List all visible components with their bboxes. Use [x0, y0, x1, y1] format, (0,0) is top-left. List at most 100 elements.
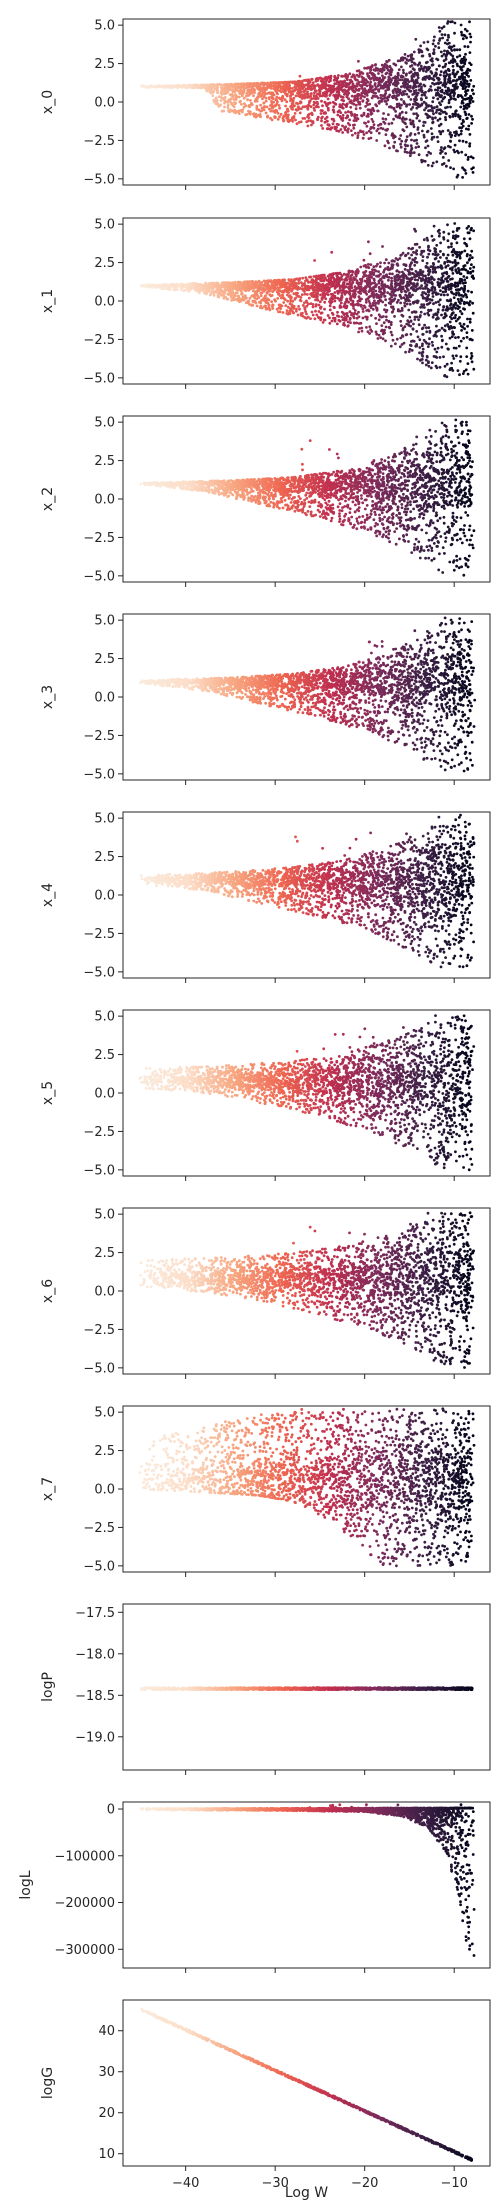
- data-point: [327, 277, 331, 281]
- data-point: [368, 270, 372, 274]
- data-point: [425, 75, 429, 78]
- data-point: [344, 85, 348, 89]
- data-point: [443, 78, 447, 81]
- data-point: [450, 250, 454, 254]
- data-point: [260, 306, 264, 310]
- data-point: [440, 334, 443, 338]
- data-point: [357, 75, 361, 78]
- data-point: [255, 85, 259, 88]
- data-point: [448, 92, 452, 96]
- data-point: [439, 151, 442, 155]
- data-point: [413, 133, 417, 136]
- data-point: [337, 89, 340, 93]
- data-point: [449, 166, 452, 170]
- data-point: [348, 292, 351, 296]
- data-point: [210, 290, 214, 293]
- data-point: [244, 289, 248, 292]
- data-point: [437, 82, 440, 86]
- data-point: [469, 35, 473, 39]
- data-point: [339, 128, 343, 131]
- data-point: [390, 306, 394, 309]
- data-point: [384, 81, 388, 85]
- data-point: [291, 119, 295, 123]
- data-point: [468, 32, 472, 36]
- data-point: [459, 60, 463, 63]
- data-point: [291, 99, 295, 103]
- data-point: [223, 101, 226, 105]
- data-point: [336, 96, 339, 100]
- data-point: [367, 282, 371, 286]
- data-point: [451, 272, 455, 275]
- data-point: [408, 347, 412, 351]
- data-point: [328, 316, 331, 320]
- data-point: [400, 290, 403, 294]
- data-point: [307, 281, 310, 284]
- data-point: [462, 336, 465, 340]
- data-point: [424, 363, 428, 367]
- data-point: [245, 92, 249, 95]
- data-point: [453, 283, 457, 287]
- data-point: [441, 97, 445, 101]
- data-point: [455, 175, 459, 179]
- data-point: [220, 86, 223, 89]
- data-point: [438, 365, 442, 369]
- data-point: [435, 313, 439, 317]
- data-point: [404, 285, 408, 288]
- data-point: [211, 94, 215, 97]
- data-point: [328, 304, 332, 308]
- data-point: [451, 253, 455, 257]
- data-point: [384, 133, 388, 137]
- data-point: [434, 111, 438, 114]
- data-point: [354, 287, 358, 291]
- data-point: [377, 318, 381, 322]
- data-point: [338, 105, 342, 109]
- data-point: [470, 167, 474, 171]
- data-point: [421, 295, 425, 299]
- data-point: [324, 80, 328, 83]
- data-point: [295, 122, 299, 126]
- data-point: [432, 39, 436, 42]
- data-point: [465, 335, 469, 339]
- data-point: [358, 288, 362, 292]
- data-point: [462, 120, 465, 124]
- data-point: [350, 80, 354, 84]
- data-point: [225, 289, 228, 292]
- data-point: [355, 279, 359, 283]
- data-point: [438, 29, 442, 33]
- data-point: [468, 317, 472, 321]
- data-point: [361, 99, 365, 103]
- data-point: [470, 354, 474, 358]
- data-point: [428, 337, 431, 341]
- data-point: [456, 64, 459, 68]
- data-point: [374, 289, 378, 293]
- data-point: [338, 115, 342, 118]
- data-point: [331, 122, 335, 126]
- data-point: [431, 265, 435, 269]
- data-point: [408, 103, 411, 106]
- data-point: [394, 283, 397, 287]
- data-point: [404, 144, 408, 148]
- data-point: [463, 78, 467, 82]
- data-point: [445, 50, 449, 54]
- data-point: [295, 81, 298, 84]
- data-point: [442, 252, 445, 256]
- data-point: [435, 68, 439, 71]
- data-point: [376, 109, 379, 113]
- data-point: [459, 355, 463, 359]
- data-point: [313, 101, 317, 105]
- data-point: [335, 274, 339, 278]
- data-point: [277, 292, 281, 296]
- data-point: [451, 369, 455, 372]
- data-point: [448, 73, 452, 76]
- data-point: [452, 94, 456, 97]
- data-point: [252, 114, 256, 118]
- data-point: [443, 80, 447, 84]
- data-point: [415, 103, 419, 107]
- data-point: [222, 109, 226, 113]
- data-point: [153, 85, 157, 89]
- data-point: [463, 169, 467, 172]
- data-point: [470, 89, 474, 92]
- data-point: [232, 110, 236, 114]
- data-point: [439, 132, 443, 136]
- panel-x1: 5.02.50.0−2.5−5.0x_1: [40, 217, 491, 389]
